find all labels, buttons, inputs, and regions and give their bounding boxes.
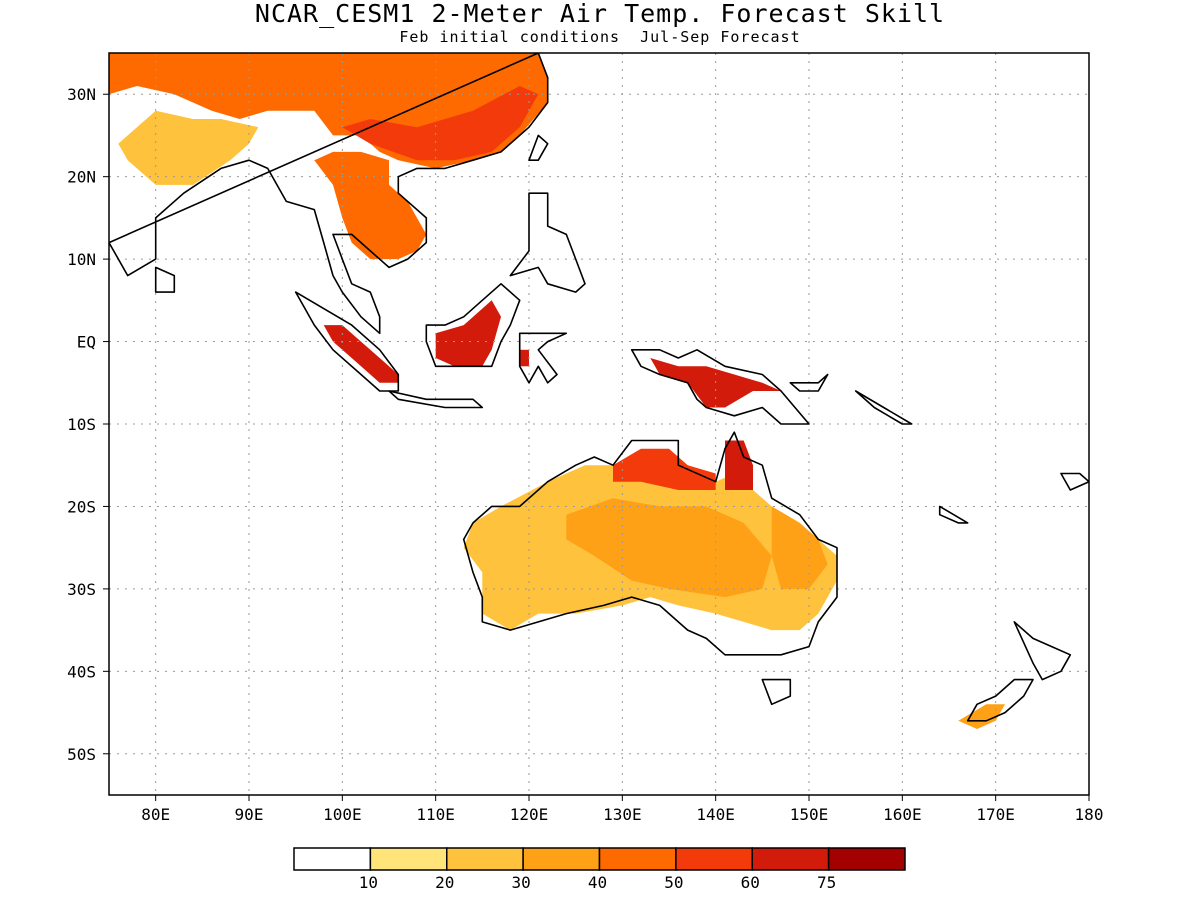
colorbar-swatch: [598, 847, 677, 871]
lon-tick-label: 140E: [696, 805, 735, 824]
colorbar-label: 50: [664, 873, 683, 892]
skill-region-australia-north: [613, 448, 716, 490]
lon-tick-label: 130E: [603, 805, 642, 824]
colorbar-swatch: [675, 847, 753, 871]
coastline-new-britain: [789, 373, 829, 392]
lat-tick-label: EQ: [77, 333, 96, 352]
coastline-new-guinea: [630, 349, 810, 425]
colorbar-label: 10: [359, 873, 378, 892]
skill-region-australia-central: [566, 498, 772, 598]
lat-tick-label: 30N: [67, 85, 96, 104]
lat-tick-label: 50S: [67, 745, 96, 764]
skill-region-sulawesi: [519, 349, 529, 367]
coastline-borneo: [425, 283, 521, 368]
colorbar-label: 75: [817, 873, 836, 892]
lon-tick-label: 110E: [416, 805, 455, 824]
lon-tick-label: 160E: [883, 805, 922, 824]
coastline-solomons: [854, 390, 913, 425]
lon-tick-label: 100E: [323, 805, 362, 824]
chart-subtitle: Feb initial conditions Jul-Sep Forecast: [399, 28, 801, 46]
lat-tick-label: 30S: [67, 580, 96, 599]
skill-shading: [109, 53, 1005, 729]
coastline-nz-north: [1013, 621, 1072, 681]
lat-tick-label: 20N: [67, 168, 96, 187]
colorbar-swatch: [751, 847, 830, 871]
coastline-sulawesi: [518, 332, 568, 384]
coastline-sri-lanka: [154, 266, 176, 293]
lon-tick-label: 120E: [510, 805, 549, 824]
lon-tick-label: 150E: [790, 805, 829, 824]
skill-region-indochina: [314, 151, 427, 260]
colorbar-label: 20: [435, 873, 454, 892]
coastline-nz-south: [966, 678, 1034, 722]
lat-tick-label: 20S: [67, 497, 96, 516]
colorbar-label: 60: [741, 873, 760, 892]
colorbar-label: 40: [588, 873, 607, 892]
coastline-java: [388, 390, 484, 409]
skill-region-cape-york: [725, 440, 753, 490]
coastline-fiji: [1060, 472, 1089, 491]
coastline-sumatra: [294, 291, 400, 392]
axis-ticks: 80E 90E 100E 110E 120E 130E 140E 150E 160E 170E 18…: [67, 85, 1103, 824]
lat-tick-label: 10N: [67, 250, 96, 269]
colorbar-swatch: [827, 847, 906, 871]
coastline-philippines: [509, 192, 586, 293]
chart-title: NCAR_CESM1 2-Meter Air Temp. Forecast Sk…: [254, 0, 946, 28]
skill-region-india-north: [118, 110, 259, 185]
colorbar-swatch: [369, 847, 448, 871]
coastline-tasmania: [761, 678, 792, 706]
skill-region-china-south: [342, 86, 539, 161]
colorbar-swatch: [522, 847, 601, 871]
lon-tick-label: 170E: [976, 805, 1015, 824]
coastline-asia-coast: [109, 53, 549, 335]
lon-tick-label: 180: [1075, 805, 1104, 824]
lat-tick-label: 40S: [67, 662, 96, 681]
skill-region-sumatra: [323, 325, 399, 383]
skill-region-new-zealand-south: [958, 704, 1005, 729]
lon-tick-label: 80E: [141, 805, 170, 824]
colorbar: 10 20 30 40 50 60 75: [293, 847, 906, 892]
skill-region-australia-east: [771, 506, 828, 589]
colorbar-swatch: [446, 847, 524, 871]
lon-tick-label: 90E: [235, 805, 264, 824]
lat-tick-label: 10S: [67, 415, 96, 434]
lat-lon-gridlines: [109, 53, 1089, 795]
coastlines: [109, 53, 1089, 722]
colorbar-label: 30: [511, 873, 530, 892]
coastline-taiwan: [528, 134, 549, 161]
colorbar-swatch: [293, 847, 372, 871]
coastline-new-caledonia: [938, 505, 969, 524]
coastline-australia: [462, 431, 838, 656]
skill-region-borneo: [435, 300, 501, 367]
